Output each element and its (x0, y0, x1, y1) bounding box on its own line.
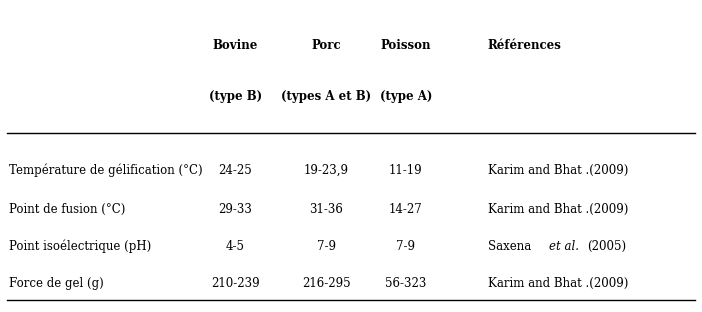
Text: Karim and Bhat .(2009): Karim and Bhat .(2009) (488, 202, 628, 216)
Text: (type B): (type B) (208, 90, 262, 103)
Text: Point de fusion (°C): Point de fusion (°C) (9, 202, 126, 216)
Text: et al.: et al. (548, 240, 578, 253)
Text: Point isoélectrique (pH): Point isoélectrique (pH) (9, 240, 152, 253)
Text: 4-5: 4-5 (225, 240, 245, 253)
Text: Poisson: Poisson (380, 39, 431, 52)
Text: 24-25: 24-25 (218, 163, 252, 177)
Text: Température de gélification (°C): Température de gélification (°C) (9, 163, 203, 177)
Text: Karim and Bhat .(2009): Karim and Bhat .(2009) (488, 163, 628, 177)
Text: 14-27: 14-27 (389, 202, 423, 216)
Text: Bovine: Bovine (213, 39, 258, 52)
Text: 31-36: 31-36 (310, 202, 343, 216)
Text: Porc: Porc (312, 39, 341, 52)
Text: 7-9: 7-9 (396, 240, 416, 253)
Text: 29-33: 29-33 (218, 202, 252, 216)
Text: 210-239: 210-239 (211, 277, 260, 290)
Text: Saxena: Saxena (488, 240, 535, 253)
Text: 19-23,9: 19-23,9 (304, 163, 349, 177)
Text: (types A et B): (types A et B) (282, 90, 371, 103)
Text: 11-19: 11-19 (389, 163, 423, 177)
Text: Force de gel (g): Force de gel (g) (9, 277, 104, 290)
Text: 7-9: 7-9 (317, 240, 336, 253)
Text: Karim and Bhat .(2009): Karim and Bhat .(2009) (488, 277, 628, 290)
Text: 216-295: 216-295 (302, 277, 351, 290)
Text: 56-323: 56-323 (385, 277, 426, 290)
Text: Références: Références (488, 39, 562, 52)
Text: (type A): (type A) (380, 90, 432, 103)
Text: (2005): (2005) (588, 240, 626, 253)
